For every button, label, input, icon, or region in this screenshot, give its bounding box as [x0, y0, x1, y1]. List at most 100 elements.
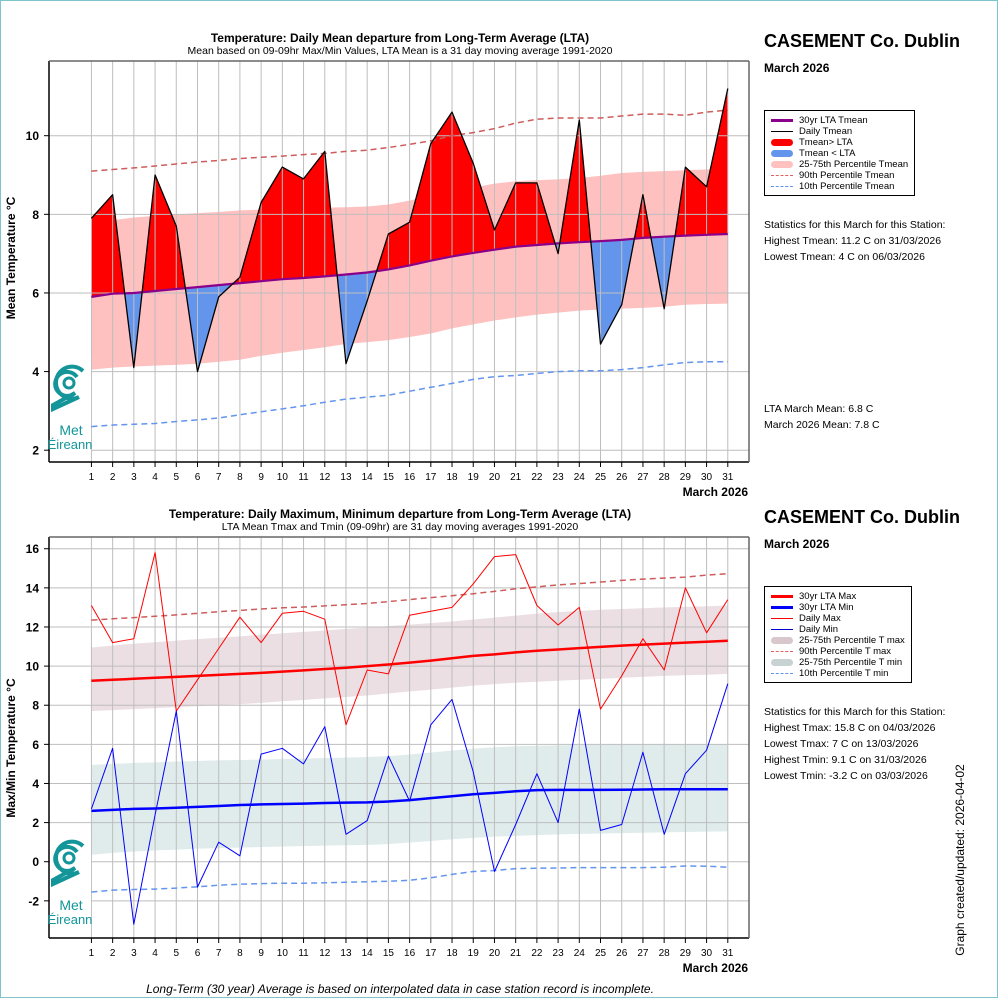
legend-label: 25-75th Percentile T min [799, 657, 903, 668]
legend-item: 25-75th Percentile T max [771, 635, 905, 646]
legend-label: Tmean < LTA [799, 148, 856, 159]
above-lta-fill [388, 222, 410, 270]
maxmin-chart-title: Temperature: Daily Maximum, Minimum depa… [169, 507, 631, 521]
x-tick-label: 23 [553, 472, 565, 483]
x-tick-label: 6 [195, 948, 201, 959]
x-tick-label: 9 [258, 472, 264, 483]
x-tick-label: 7 [216, 948, 222, 959]
x-tick-label: 18 [446, 948, 458, 959]
above-lta-fill [282, 167, 304, 280]
legend-swatch-icon [771, 602, 793, 613]
legend-label: Daily Max [799, 613, 841, 624]
x-tick-label: 17 [425, 948, 437, 959]
legend-label: 90th Percentile T max [799, 646, 892, 657]
x-tick-label: 20 [489, 948, 501, 959]
above-lta-fill [473, 163, 495, 253]
legend-item: 90th Percentile T max [771, 646, 905, 657]
month-label-bottom: March 2026 [764, 537, 830, 551]
legend-swatch-icon [771, 668, 793, 679]
legend-item: Tmean < LTA [771, 148, 908, 159]
stat-line: Lowest Tmean: 4 C on 06/03/2026 [764, 251, 925, 263]
legend-item: 30yr LTA Tmean [771, 115, 908, 126]
x-tick-label: 30 [701, 948, 713, 959]
mean-x-axis-label: March 2026 [683, 485, 749, 499]
mean-chart-subtitle: Mean based on 09-09hr Max/Min Values, LT… [188, 45, 613, 57]
stat-line: Statistics for this March for this Stati… [764, 706, 946, 718]
above-lta-fill [91, 194, 113, 297]
legend-item: 30yr LTA Min [771, 602, 905, 613]
x-tick-label: 11 [298, 472, 309, 483]
legend-swatch-icon [771, 646, 793, 657]
x-tick-label: 26 [616, 948, 628, 959]
x-tick-label: 29 [680, 472, 692, 483]
mean-chart-title: Temperature: Daily Mean departure from L… [211, 31, 589, 45]
x-tick-label: 25 [595, 472, 607, 483]
x-tick-label: 24 [574, 472, 586, 483]
monthly-mean-line: March 2026 Mean: 7.8 C [764, 419, 880, 431]
mean-temperature-chart: Temperature: Daily Mean departure from L… [4, 31, 750, 499]
logo-text-met: Met [59, 897, 82, 913]
below-lta-fill [197, 285, 219, 372]
above-lta-fill [261, 167, 283, 282]
swirl-core-icon [62, 851, 76, 865]
legend-swatch-icon [771, 591, 793, 602]
x-tick-label: 8 [237, 472, 243, 483]
x-tick-label: 28 [659, 472, 671, 483]
x-tick-label: 9 [258, 948, 264, 959]
x-tick-label: 3 [131, 948, 137, 959]
logo-text-eireann: Éireann [48, 912, 93, 927]
legend-item: Daily Tmean [771, 126, 908, 137]
y-tick-label: 2 [32, 444, 39, 458]
legend-label: 90th Percentile Tmean [799, 170, 895, 181]
maxmin-x-axis-label: March 2026 [683, 961, 749, 975]
legend-swatch-icon [771, 657, 793, 668]
legend-label: 30yr LTA Tmean [799, 115, 868, 126]
x-tick-label: 1 [89, 472, 95, 483]
above-lta-fill [430, 112, 453, 261]
legend-label: 25-75th Percentile T max [799, 635, 905, 646]
y-tick-label: 10 [26, 129, 40, 143]
daily-mean-line [90, 88, 729, 373]
legend-item: 10th Percentile T min [771, 668, 905, 679]
legend-label: 10th Percentile Tmean [799, 181, 895, 192]
maxmin-plot-area [49, 537, 749, 938]
legend-swatch-icon [771, 170, 793, 181]
legend-item: 90th Percentile Tmean [771, 170, 908, 181]
legend-swatch-icon [771, 148, 793, 159]
x-tick-label: 2 [110, 472, 116, 483]
x-tick-label: 7 [216, 472, 222, 483]
above-lta-fill [685, 167, 707, 236]
x-tick-label: 30 [701, 472, 713, 483]
y-tick-label: 14 [26, 581, 40, 595]
legend-item: 10th Percentile Tmean [771, 181, 908, 192]
footnote: Long-Term (30 year) Average is based on … [146, 982, 654, 996]
x-tick-label: 18 [446, 472, 458, 483]
y-tick-label: 8 [32, 208, 39, 222]
logo-text-eireann: Éireann [48, 437, 93, 452]
x-tick-label: 13 [340, 948, 352, 959]
below-lta-fill [345, 272, 368, 364]
daily-max-line [90, 552, 729, 726]
x-tick-label: 4 [152, 948, 158, 959]
x-tick-label: 21 [510, 948, 522, 959]
station-name-top: CASEMENT Co. Dublin [764, 31, 960, 51]
x-tick-label: 14 [362, 472, 374, 483]
stat-line: Highest Tmin: 9.1 C on 31/03/2026 [764, 754, 927, 766]
maxmin-chart-legend: 30yr LTA Max 30yr LTA Min Daily Max Daily M… [764, 586, 912, 683]
p10-line [91, 361, 728, 428]
stat-line: Highest Tmax: 15.8 C on 04/03/2026 [764, 722, 936, 734]
monthly-mean-line: LTA March Mean: 6.8 C [764, 403, 874, 415]
x-tick-label: 2 [110, 948, 116, 959]
legend-swatch-icon [771, 137, 793, 148]
x-tick-label: 22 [531, 948, 543, 959]
above-lta-fill [706, 88, 728, 235]
y-tick-label: 8 [32, 699, 39, 713]
legend-label: 25-75th Percentile Tmean [799, 159, 909, 170]
y-tick-label: 0 [32, 855, 39, 869]
legend-item: Tmean> LTA [771, 137, 908, 148]
x-tick-label: 12 [319, 948, 331, 959]
station-name-bottom: CASEMENT Co. Dublin [764, 507, 960, 527]
